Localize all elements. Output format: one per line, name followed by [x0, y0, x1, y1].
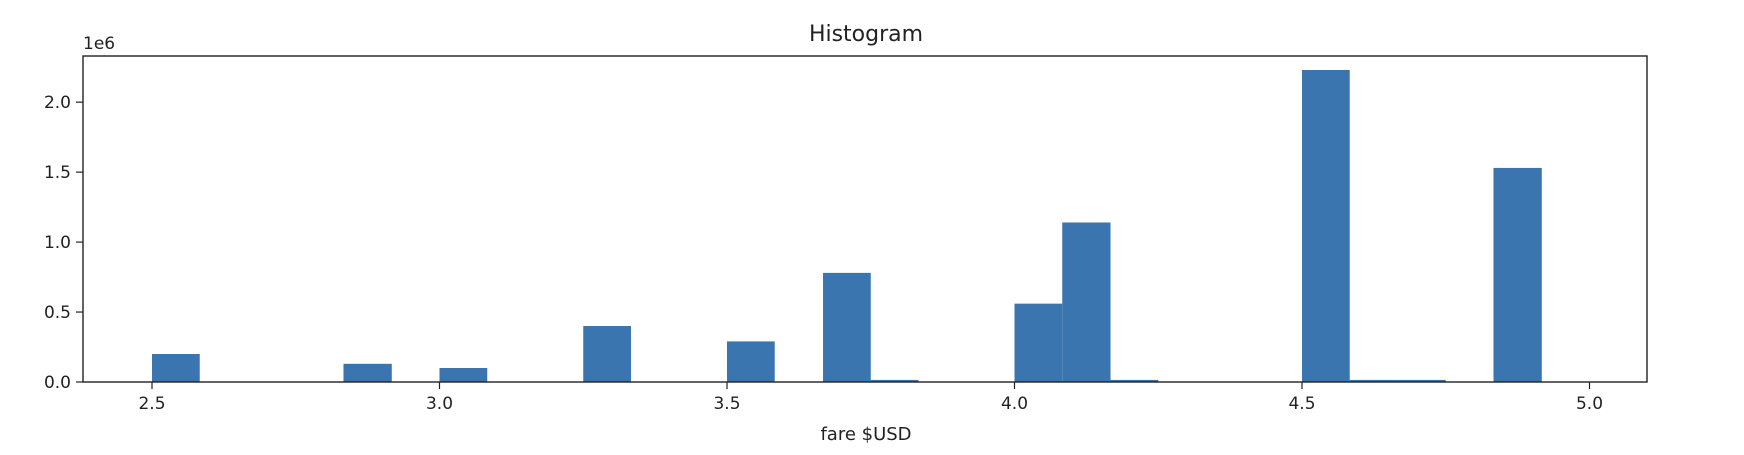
histogram-bar — [1302, 69, 1350, 383]
x-axis-ticks: 2.5 3.0 3.5 4.0 4.5 5.0 — [138, 382, 1603, 414]
histogram-bar — [343, 363, 392, 382]
x-tick-label: 4.5 — [1288, 394, 1315, 414]
x-tick-label: 3.0 — [426, 394, 453, 414]
chart-title: Histogram — [809, 22, 923, 47]
y-tick-label: 2.0 — [44, 93, 71, 113]
histogram-bar — [1493, 167, 1542, 382]
y-tick-label: 0.0 — [44, 373, 71, 393]
histogram-bar — [1398, 379, 1446, 382]
y-tick-label: 0.5 — [44, 303, 71, 323]
histogram-bar — [152, 354, 200, 382]
histogram-bar — [1062, 222, 1111, 382]
x-tick-label: 2.5 — [138, 394, 165, 414]
histogram-bar — [823, 272, 871, 382]
histogram-bar — [1110, 379, 1159, 382]
histogram-bar — [1349, 379, 1399, 382]
histogram-bar — [439, 368, 488, 382]
x-tick-label: 4.0 — [1001, 394, 1028, 414]
y-tick-label: 1.5 — [44, 163, 71, 183]
histogram-bar — [583, 326, 631, 382]
histogram-bars — [152, 69, 1542, 383]
y-axis-ticks: 0.0 0.5 1.0 1.5 2.0 — [44, 93, 83, 393]
histogram-bar — [1014, 303, 1063, 382]
x-axis-label: fare $USD — [820, 424, 911, 445]
y-tick-label: 1.0 — [44, 233, 71, 253]
histogram-bar — [727, 341, 775, 382]
plot-frame — [82, 55, 1648, 383]
histogram-bar — [870, 379, 919, 382]
y-offset-label: 1e6 — [83, 34, 115, 54]
x-tick-label: 5.0 — [1576, 394, 1603, 414]
x-tick-label: 3.5 — [713, 394, 740, 414]
